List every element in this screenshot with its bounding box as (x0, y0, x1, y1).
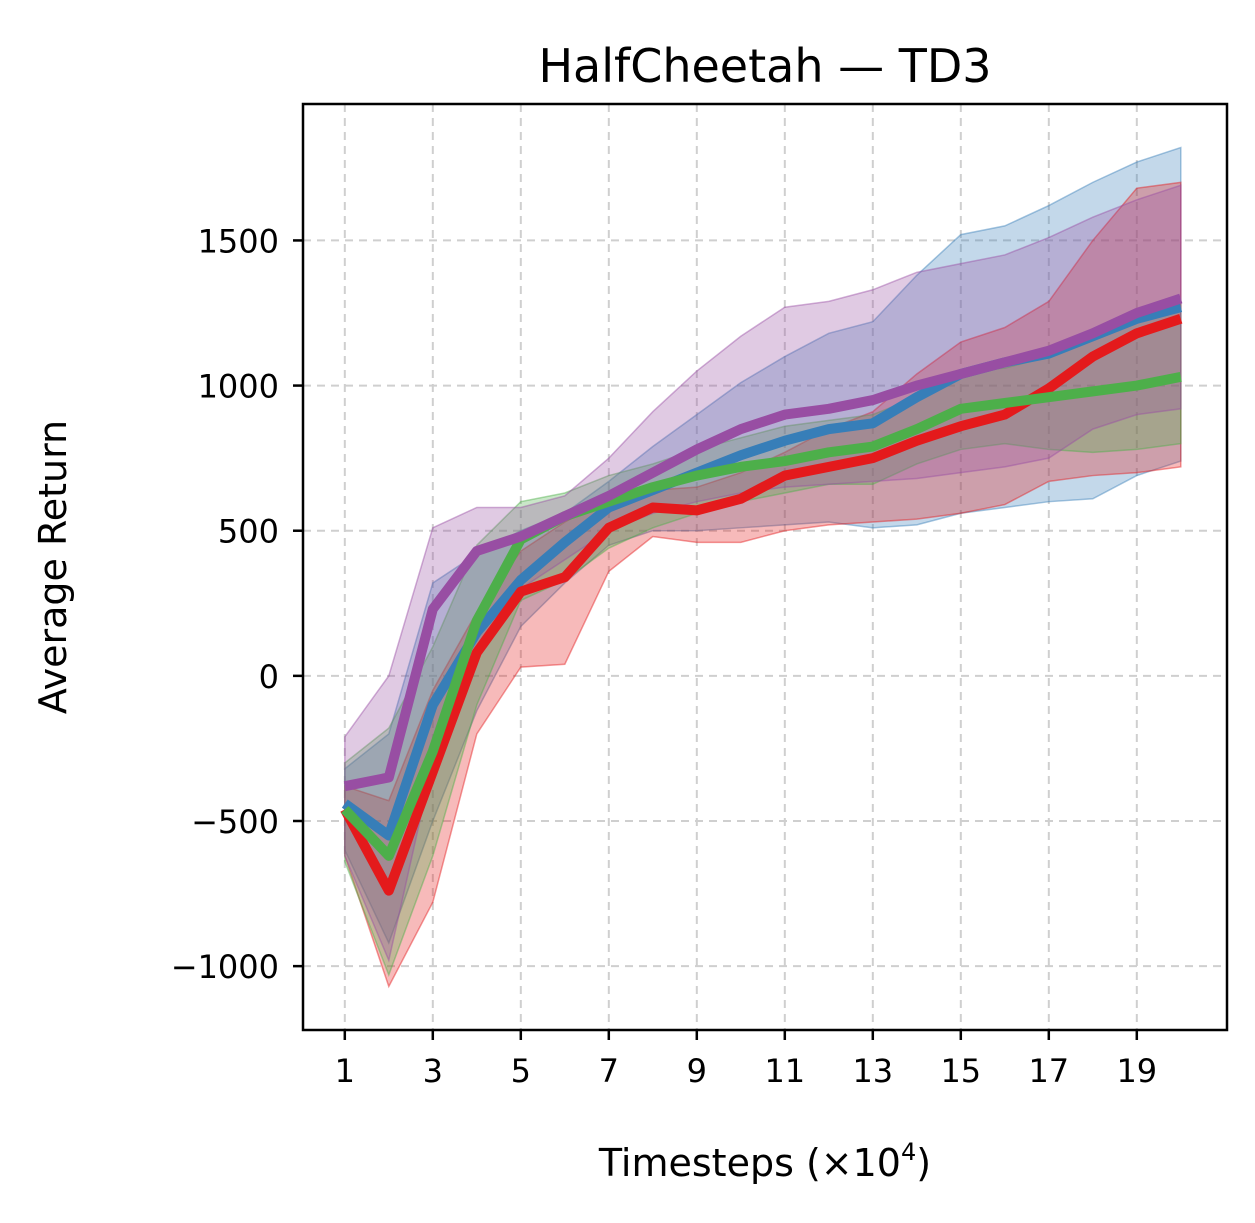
y-tick-label: 500 (218, 513, 279, 551)
x-tick-label: 3 (423, 1052, 443, 1090)
x-tick-label: 19 (1116, 1052, 1157, 1090)
x-axis-label: Timesteps (×104) (598, 1138, 931, 1185)
x-tick-label: 1 (335, 1052, 355, 1090)
x-tick-label: 9 (687, 1052, 707, 1090)
y-tick-label: 1000 (198, 368, 279, 406)
y-tick-label: −500 (191, 803, 279, 841)
x-tick-label: 13 (852, 1052, 893, 1090)
x-axis-label-end: ) (916, 1141, 931, 1185)
x-tick-label: 5 (511, 1052, 531, 1090)
band-blue (344, 146, 1182, 945)
band-green (344, 303, 1182, 977)
x-axis-label-main: Timesteps (×10 (598, 1141, 901, 1185)
x-axis-label-superscript: 4 (901, 1138, 916, 1166)
y-tick-label: −1000 (171, 948, 279, 986)
y-tick-label: 1500 (198, 222, 279, 260)
x-tick-label: 11 (764, 1052, 805, 1090)
series-line-purple (343, 293, 1183, 792)
line-layer (340, 293, 1183, 896)
x-tick-label: 17 (1028, 1052, 1069, 1090)
y-tick-label: 0 (259, 658, 279, 696)
y-axis-label: Average Return (31, 420, 75, 714)
x-tick-label: 7 (599, 1052, 619, 1090)
grid-layer (303, 104, 1227, 1030)
band-purple (344, 184, 1182, 963)
chart-title: HalfCheetah — TD3 (538, 39, 991, 93)
series-line-green (341, 371, 1182, 861)
x-tick-label: 15 (940, 1052, 981, 1090)
plot-frame (301, 102, 1229, 1032)
series-line-red (340, 314, 1183, 896)
